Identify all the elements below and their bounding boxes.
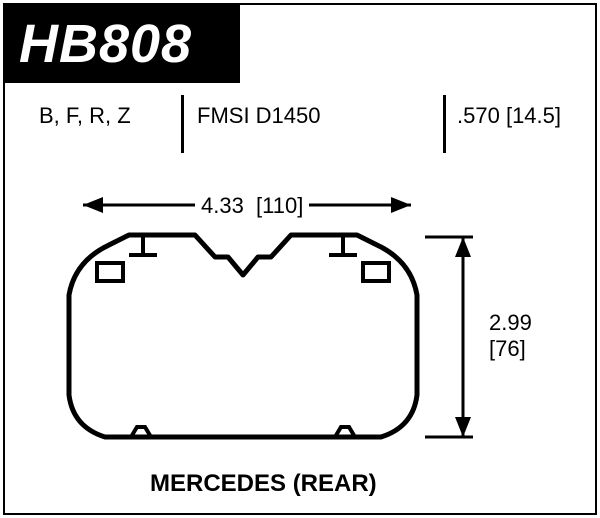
height-in: 2.99	[489, 310, 532, 335]
width-mm: 110	[262, 193, 297, 218]
spec-row: B, F, R, Z FMSI D1450 .570 [14.5]	[5, 95, 595, 151]
header-bar: HB808	[5, 5, 240, 83]
separator-1	[181, 95, 184, 153]
width-in: 4.33	[201, 193, 244, 218]
brake-pad-outline	[65, 227, 445, 457]
compounds-label: B, F, R, Z	[39, 103, 131, 129]
part-number: HB808	[19, 13, 192, 75]
height-dimension	[425, 227, 485, 487]
diagram-area: 4.33 [110] 2.99[76] MERCEDES (REAR)	[5, 175, 595, 505]
footer-label: MERCEDES (REAR)	[150, 470, 377, 498]
fmsi-label: FMSI D1450	[197, 103, 321, 129]
width-label: 4.33 [110]	[195, 193, 309, 219]
thickness-in: .570	[457, 103, 500, 128]
separator-2	[443, 95, 446, 153]
thickness-mm: 14.5	[512, 103, 555, 128]
height-label: 2.99[76]	[489, 310, 532, 363]
height-mm: 76	[495, 336, 519, 361]
thickness-label: .570 [14.5]	[457, 103, 561, 129]
outer-border: HB808 B, F, R, Z FMSI D1450 .570 [14.5] …	[3, 3, 597, 515]
